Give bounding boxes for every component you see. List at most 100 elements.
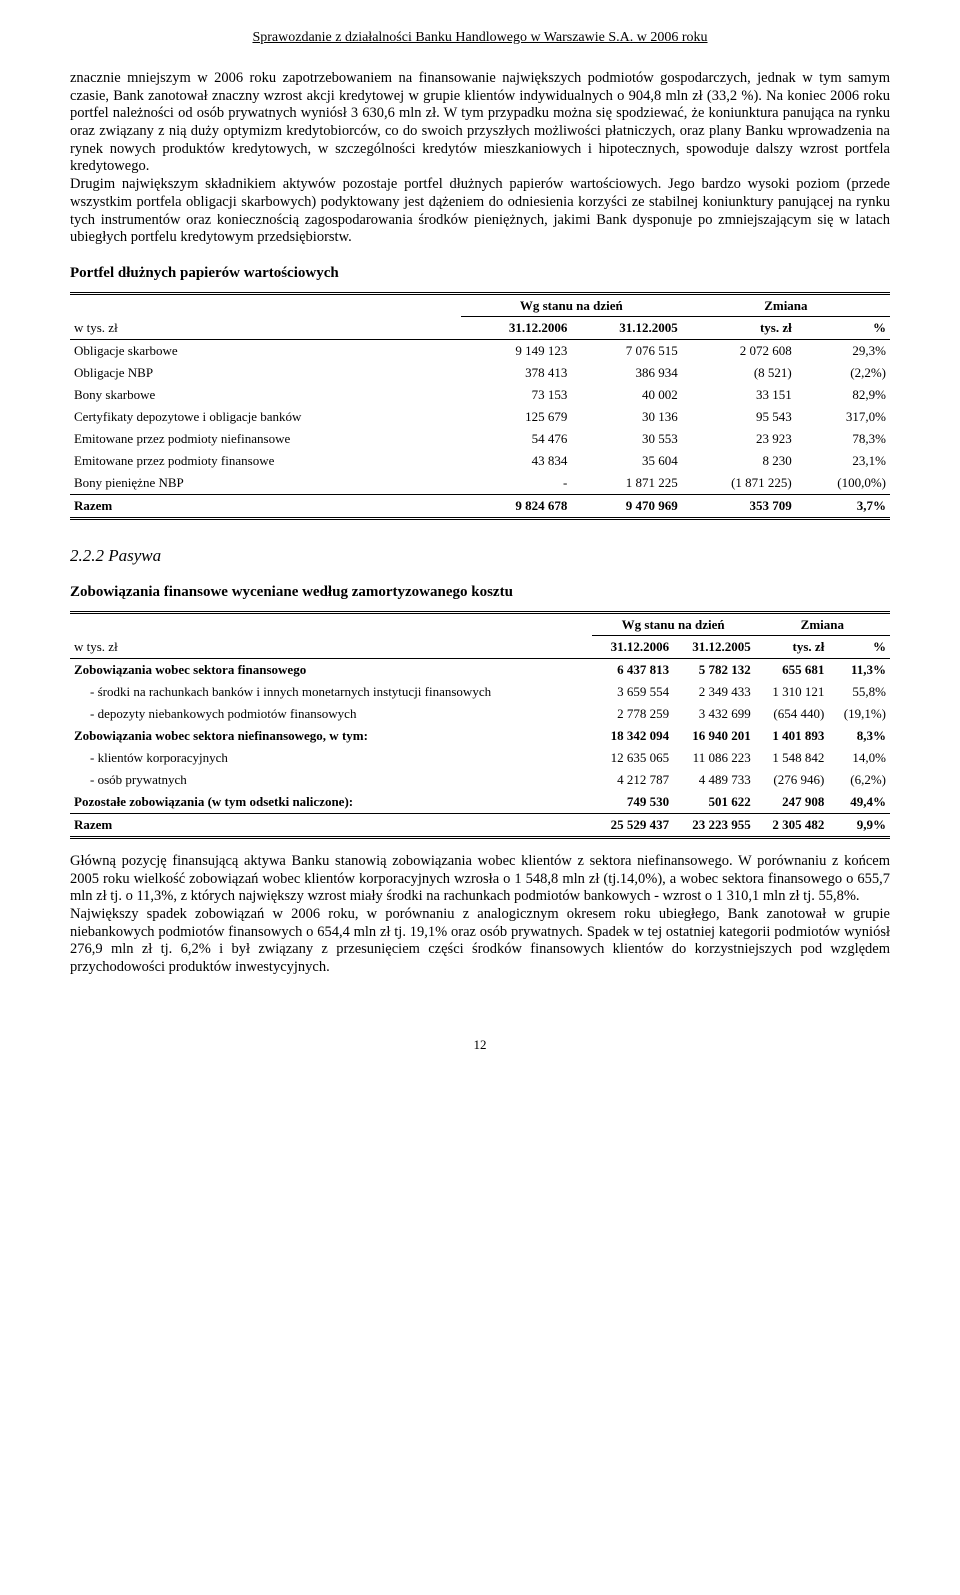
section-2-2-2: 2.2.2 Pasywa (70, 546, 890, 566)
cell: 3,7% (796, 494, 890, 518)
col-2006: 31.12.2006 (592, 635, 674, 658)
cell: 25 529 437 (592, 813, 674, 837)
cell: (100,0%) (796, 472, 890, 495)
cell: 54 476 (461, 428, 571, 450)
row-label: Bony pieniężne NBP (70, 472, 461, 495)
cell: 14,0% (828, 747, 890, 769)
cell: 49,4% (828, 791, 890, 814)
cell: 6 437 813 (592, 658, 674, 681)
table-row: Bony pieniężne NBP-1 871 225(1 871 225)(… (70, 472, 890, 495)
col-group-date: Wg stanu na dzień (592, 612, 755, 635)
cell: 33 151 (682, 384, 796, 406)
cell: 2 778 259 (592, 703, 674, 725)
cell: 353 709 (682, 494, 796, 518)
table-row: Zobowiązania wobec sektora finansowego6 … (70, 658, 890, 681)
col-pct: % (796, 316, 890, 339)
cell: - (461, 472, 571, 495)
table-row: Bony skarbowe73 15340 00233 15182,9% (70, 384, 890, 406)
cell: 4 489 733 (673, 769, 755, 791)
cell: 8 230 (682, 450, 796, 472)
cell: 30 553 (571, 428, 681, 450)
cell: 43 834 (461, 450, 571, 472)
cell: 9 470 969 (571, 494, 681, 518)
cell: 749 530 (592, 791, 674, 814)
cell: 73 153 (461, 384, 571, 406)
page-header: Sprawozdanie z działalności Banku Handlo… (70, 30, 890, 46)
row-label: - osób prywatnych (70, 769, 592, 791)
table-row: Obligacje skarbowe9 149 1237 076 5152 07… (70, 339, 890, 362)
paragraph-4-text: Największy spadek zobowiązań w 2006 roku… (70, 906, 890, 975)
cell: (8 521) (682, 362, 796, 384)
cell: 11 086 223 (673, 747, 755, 769)
cell: 125 679 (461, 406, 571, 428)
col-group-change: Zmiana (755, 612, 890, 635)
paragraph-3-text: Główną pozycję finansującą aktywa Banku … (70, 853, 890, 904)
table-row: Certyfikaty depozytowe i obligacje bankó… (70, 406, 890, 428)
row-label: Emitowane przez podmioty finansowe (70, 450, 461, 472)
table-row: - klientów korporacyjnych12 635 06511 08… (70, 747, 890, 769)
row-label: - depozyty niebankowych podmiotów finans… (70, 703, 592, 725)
col-group-change: Zmiana (682, 293, 890, 316)
cell: 11,3% (828, 658, 890, 681)
row-label: Certyfikaty depozytowe i obligacje bankó… (70, 406, 461, 428)
cell: 82,9% (796, 384, 890, 406)
cell: 12 635 065 (592, 747, 674, 769)
cell: 95 543 (682, 406, 796, 428)
cell: 1 401 893 (755, 725, 829, 747)
col-2005: 31.12.2005 (673, 635, 755, 658)
cell: 23,1% (796, 450, 890, 472)
paragraph-1-text: znacznie mniejszym w 2006 roku zapotrzeb… (70, 70, 890, 174)
cell: 7 076 515 (571, 339, 681, 362)
table2-title: Zobowiązania finansowe wyceniane według … (70, 584, 890, 601)
table-sum-row: Razem9 824 6789 470 969353 7093,7% (70, 494, 890, 518)
cell: 23 223 955 (673, 813, 755, 837)
cell: 18 342 094 (592, 725, 674, 747)
cell: 1 310 121 (755, 681, 829, 703)
cell: (276 946) (755, 769, 829, 791)
cell: 378 413 (461, 362, 571, 384)
cell: 78,3% (796, 428, 890, 450)
table-sum-row: Razem25 529 43723 223 9552 305 4829,9% (70, 813, 890, 837)
unit-label: w tys. zł (70, 635, 592, 658)
cell: 5 782 132 (673, 658, 755, 681)
paragraph-3: Główną pozycję finansującą aktywa Banku … (70, 853, 890, 977)
cell: 23 923 (682, 428, 796, 450)
cell: 3 659 554 (592, 681, 674, 703)
cell: 501 622 (673, 791, 755, 814)
row-label: - klientów korporacyjnych (70, 747, 592, 769)
paragraph-1: znacznie mniejszym w 2006 roku zapotrzeb… (70, 70, 890, 247)
row-label: - środki na rachunkach banków i innych m… (70, 681, 592, 703)
cell: 247 908 (755, 791, 829, 814)
col-pct: % (828, 635, 890, 658)
cell: (654 440) (755, 703, 829, 725)
row-label: Bony skarbowe (70, 384, 461, 406)
table-liabilities: Wg stanu na dzień Zmiana w tys. zł 31.12… (70, 611, 890, 839)
cell: 4 212 787 (592, 769, 674, 791)
cell: (19,1%) (828, 703, 890, 725)
row-label: Pozostałe zobowiązania (w tym odsetki na… (70, 791, 592, 814)
table-row: Pozostałe zobowiązania (w tym odsetki na… (70, 791, 890, 814)
unit-label: w tys. zł (70, 316, 461, 339)
cell: 40 002 (571, 384, 681, 406)
cell: 1 548 842 (755, 747, 829, 769)
cell: (6,2%) (828, 769, 890, 791)
cell: 9 149 123 (461, 339, 571, 362)
col-2006: 31.12.2006 (461, 316, 571, 339)
col-abs: tys. zł (755, 635, 829, 658)
table-row: Obligacje NBP378 413386 934(8 521)(2,2%) (70, 362, 890, 384)
col-2005: 31.12.2005 (571, 316, 681, 339)
cell: 55,8% (828, 681, 890, 703)
table-row: - osób prywatnych4 212 7874 489 733(276 … (70, 769, 890, 791)
col-abs: tys. zł (682, 316, 796, 339)
table-row: - depozyty niebankowych podmiotów finans… (70, 703, 890, 725)
cell: 16 940 201 (673, 725, 755, 747)
cell: 8,3% (828, 725, 890, 747)
row-label: Obligacje NBP (70, 362, 461, 384)
cell: (2,2%) (796, 362, 890, 384)
row-label: Obligacje skarbowe (70, 339, 461, 362)
table-row: Emitowane przez podmioty niefinansowe54 … (70, 428, 890, 450)
cell: 30 136 (571, 406, 681, 428)
cell: 317,0% (796, 406, 890, 428)
cell: 29,3% (796, 339, 890, 362)
col-group-date: Wg stanu na dzień (461, 293, 682, 316)
